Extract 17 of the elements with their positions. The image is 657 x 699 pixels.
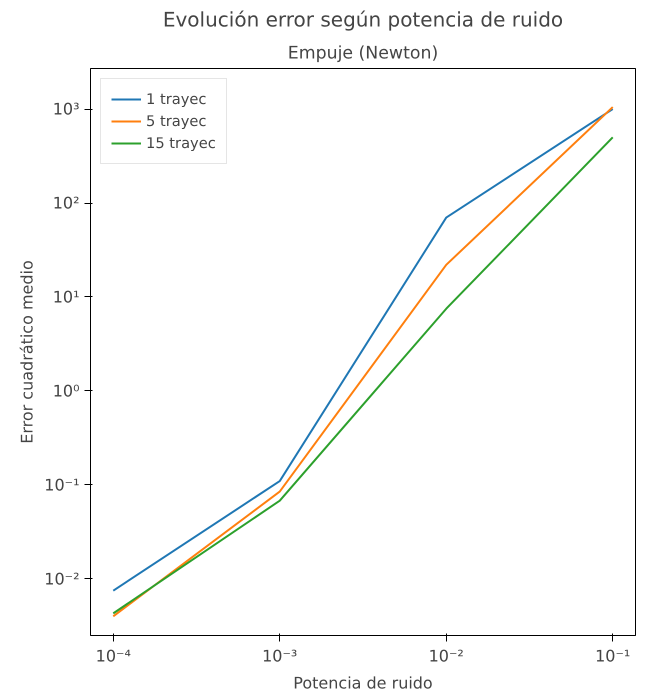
x-axis-title: Potencia de ruido — [293, 674, 433, 692]
x-tick-label: 10⁻⁴ — [96, 646, 131, 666]
legend-label: 15 trayec — [146, 134, 216, 152]
y-tick-label: 10⁻¹ — [44, 475, 80, 494]
y-tick-label: 10² — [52, 194, 80, 213]
chart-title: Evolución error según potencia de ruido — [162, 8, 564, 32]
x-tick-label: 10⁻² — [428, 646, 464, 666]
y-axis-title: Error cuadrático medio — [17, 260, 36, 444]
y-tick-label: 10⁰ — [52, 381, 80, 400]
legend-label: 5 trayec — [146, 112, 206, 130]
x-tick-label: 10⁻¹ — [595, 646, 630, 666]
y-tick-label: 10⁻² — [44, 569, 80, 588]
legend-label: 1 trayec — [146, 90, 206, 108]
chart-subtitle: Empuje (Newton) — [288, 44, 438, 64]
x-tick-label: 10⁻³ — [262, 646, 298, 666]
y-tick-label: 10³ — [52, 100, 80, 119]
y-tick-label: 10¹ — [52, 287, 80, 306]
